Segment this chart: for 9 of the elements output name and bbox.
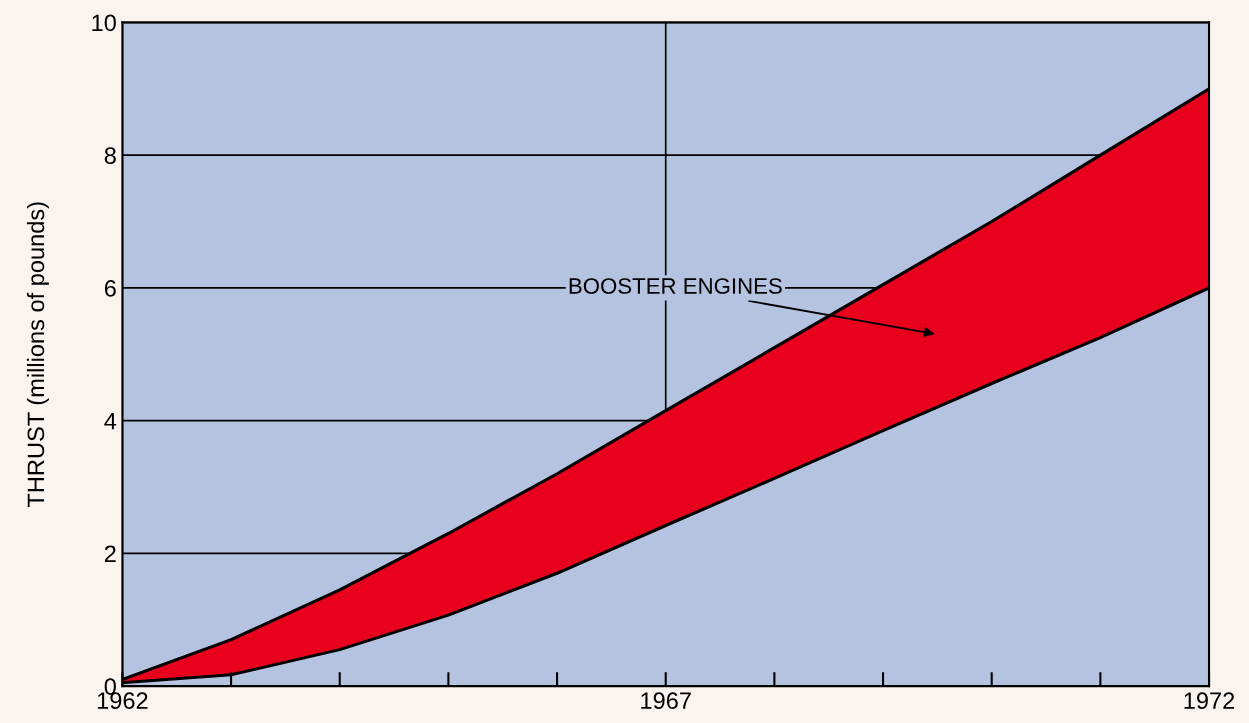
y-tick-label: 10 — [92, 14, 116, 32]
x-tick-label: 1967 — [641, 692, 691, 710]
x-tick-label: 1972 — [1184, 692, 1235, 710]
y-tick-label: 4 — [104, 412, 117, 430]
y-tick-label: 2 — [104, 545, 116, 562]
annotation: BOOSTER ENGINES — [569, 278, 782, 294]
y-tick-label: 6 — [104, 279, 116, 297]
y-axis-title: THRUST (millions of pounds) — [26, 202, 49, 508]
y-tick-label: 8 — [104, 147, 116, 164]
